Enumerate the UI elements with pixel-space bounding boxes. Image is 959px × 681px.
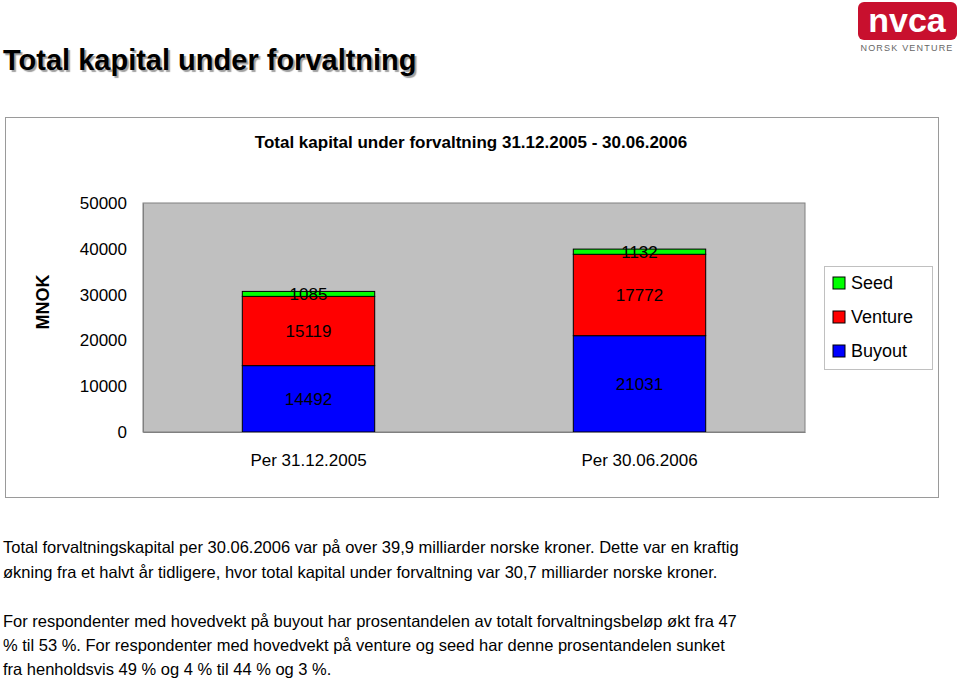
x-tick-label: Per 30.06.2006 <box>581 451 697 470</box>
chart-title: Total kapital under forvaltning 31.12.20… <box>255 133 687 152</box>
logo-subtext: NORSK VENTURE <box>860 43 953 53</box>
legend-item: Venture <box>833 307 913 327</box>
legend-item: Seed <box>833 273 893 293</box>
legend-swatch <box>833 277 845 289</box>
x-axis-line <box>144 432 806 433</box>
legend-swatch <box>833 311 845 323</box>
y-tick-label: 40000 <box>80 240 127 259</box>
logo-text: nvca <box>868 1 947 39</box>
slide-title: Total kapital under forvaltning <box>3 44 417 76</box>
y-tick: 40000 <box>80 240 143 259</box>
legend-box <box>825 267 933 370</box>
bars <box>242 249 705 432</box>
y-tick-label: 10000 <box>80 377 127 396</box>
data-labels: 14492 21031 15119 17772 1085 1132 <box>285 243 663 409</box>
y-tick: 30000 <box>80 286 143 305</box>
x-axis: Per 31.12.2005 Per 30.06.2006 <box>144 432 806 470</box>
data-label: 1132 <box>621 243 658 262</box>
legend-label: Buyout <box>851 341 907 361</box>
paragraph-line: % til 53 %. For respondenter med hovedve… <box>3 636 725 654</box>
paragraph-line: For respondenter med hovedvekt på buyout… <box>3 612 737 630</box>
bar-segment <box>573 336 705 432</box>
chart-frame <box>6 118 939 498</box>
legend-label: Venture <box>851 307 913 327</box>
y-axis-title: MNOK <box>33 275 53 330</box>
y-axis-line <box>143 204 144 433</box>
bar-segment <box>573 254 705 335</box>
y-tick-label: 0 <box>118 423 127 442</box>
logo-box <box>858 2 957 40</box>
y-tick-label: 50000 <box>80 194 127 213</box>
y-tick-label: 20000 <box>80 331 127 350</box>
y-axis: 0 10000 20000 30000 40000 50000 <box>80 194 144 442</box>
legend-swatch <box>833 345 845 357</box>
data-label: 14492 <box>285 390 332 409</box>
x-tick: Per 31.12.2005 <box>250 432 366 470</box>
y-tick: 10000 <box>80 377 143 396</box>
data-label: 15119 <box>285 322 331 341</box>
legend: Seed Venture Buyout <box>825 267 933 370</box>
slide: Total kapital under forvaltning nvca NORSK… <box>0 0 959 681</box>
paragraph-line: Total forvaltningskapital per 30.06.2006… <box>3 538 739 556</box>
bar-segment <box>242 366 374 432</box>
y-tick: 20000 <box>80 331 143 350</box>
x-tick-label: Per 31.12.2005 <box>250 451 366 470</box>
x-tick: Per 30.06.2006 <box>581 432 697 470</box>
data-label: 17772 <box>616 286 663 305</box>
legend-item: Buyout <box>833 341 907 361</box>
plot-area <box>143 203 805 432</box>
bar-segment <box>242 296 374 365</box>
logo: nvca NORSK VENTURE <box>858 1 957 53</box>
y-tick: 50000 <box>80 194 143 213</box>
paragraph-line: fra henholdsvis 49 % og 4 % til 44 % og … <box>3 660 331 678</box>
legend-label: Seed <box>851 273 893 293</box>
data-label: 21031 <box>616 375 663 394</box>
y-tick-label: 30000 <box>80 286 127 305</box>
data-label: 1085 <box>290 285 328 304</box>
paragraph-line: økning fra et halvt år tidligere, hvor t… <box>3 563 717 581</box>
y-tick: 0 <box>118 423 143 442</box>
